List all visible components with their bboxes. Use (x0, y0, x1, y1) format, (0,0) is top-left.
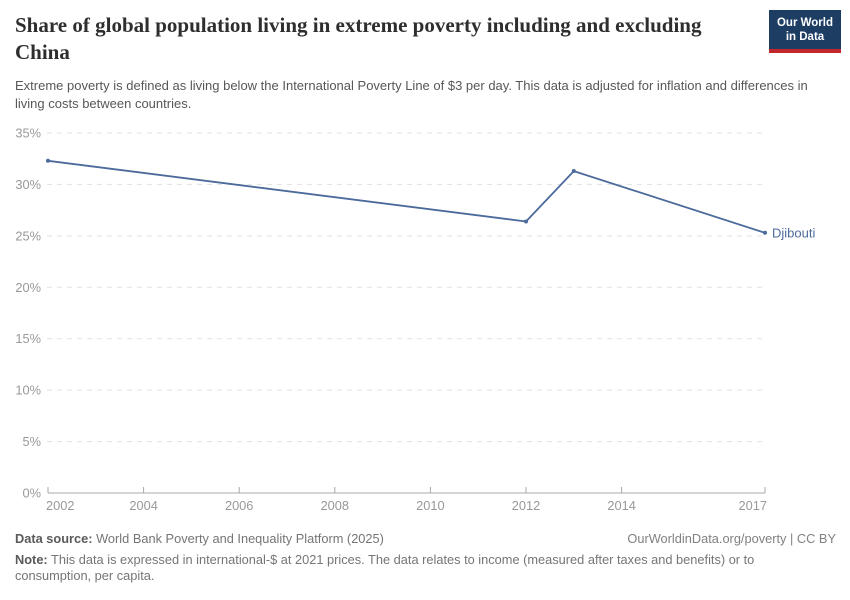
y-axis-label: 20% (15, 280, 41, 295)
x-axis-label: 2008 (321, 498, 349, 513)
y-axis-label: 5% (23, 434, 42, 449)
data-source-label: Data source: (15, 531, 93, 546)
series-label[interactable]: Djibouti (772, 225, 815, 240)
note-row: Note: This data is expressed in internat… (15, 552, 810, 584)
note-value: This data is expressed in international-… (15, 552, 755, 583)
y-axis-label: 0% (23, 486, 42, 501)
x-axis-label: 2004 (129, 498, 157, 513)
note-label: Note: (15, 552, 48, 567)
data-source: Data source: World Bank Poverty and Ineq… (15, 531, 384, 547)
data-point[interactable] (524, 219, 528, 224)
data-point[interactable] (46, 158, 50, 163)
owid-logo: Our World in Data (769, 10, 841, 53)
chart-subtitle: Extreme poverty is defined as living bel… (15, 78, 808, 111)
chart-footer: Data source: World Bank Poverty and Ineq… (15, 531, 836, 584)
data-point[interactable] (571, 169, 576, 174)
data-point[interactable] (763, 230, 767, 235)
y-axis-label: 35% (15, 126, 41, 141)
x-axis-label: 2017 (739, 498, 767, 513)
line-chart[interactable]: 0% 5% 10% 15% 20% 25% 30% 35% 2002 2004 2006 2008 20… (0, 112, 850, 524)
y-axis-label: 10% (15, 383, 41, 398)
trend-line[interactable] (47, 159, 766, 234)
data-source-value: World Bank Poverty and Inequality Platfo… (92, 531, 384, 546)
y-axis-label: 30% (15, 177, 41, 192)
x-axis-label: 2010 (416, 498, 444, 513)
x-axis-label: 2014 (607, 498, 635, 513)
source-row: Data source: World Bank Poverty and Ineq… (15, 531, 836, 547)
owid-logo-line1: Our World (776, 17, 833, 29)
license-link[interactable]: OurWorldinData.org/poverty | CC BY (627, 531, 836, 546)
y-axis-label: 25% (15, 228, 41, 243)
x-axis-label: 2006 (225, 498, 253, 513)
chart-title: Share of global population living in ext… (15, 13, 702, 64)
x-axis-label: 2002 (46, 498, 74, 513)
owid-logo-line2: in Data (785, 31, 825, 43)
x-axis-label: 2012 (512, 498, 540, 513)
y-axis-label: 15% (15, 331, 41, 346)
